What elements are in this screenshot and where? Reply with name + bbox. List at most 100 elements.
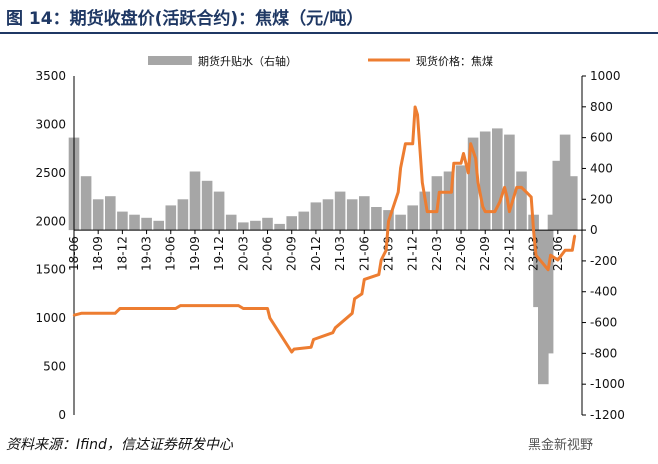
- basis-bar: [479, 131, 491, 231]
- spot-price-point: [331, 331, 334, 334]
- spot-price-point: [467, 171, 470, 175]
- basis-bar: [443, 171, 455, 231]
- spot-price-point: [438, 191, 441, 194]
- spot-price-point: [476, 181, 480, 184]
- spot-price-point: [546, 268, 550, 271]
- x-tick-label: 19-03: [140, 236, 154, 271]
- spot-price-point: [532, 229, 535, 233]
- spot-price-point: [484, 210, 487, 213]
- basis-bar: [346, 199, 358, 231]
- spot-price-point: [426, 210, 429, 213]
- left-tick-label: 0: [58, 408, 66, 422]
- spot-price-point: [549, 254, 552, 257]
- spot-price-point: [452, 162, 455, 165]
- title-bar: 图 14：期货收盘价(活跃合约)：焦煤（元/吨）: [0, 0, 658, 34]
- spot-price-point: [312, 338, 315, 341]
- spot-price-point: [450, 191, 453, 194]
- basis-bar: [492, 128, 503, 231]
- spot-price-point: [462, 152, 465, 155]
- spot-price-series: [72, 105, 577, 354]
- basis-bar: [177, 199, 189, 231]
- spot-price-point: [72, 314, 76, 317]
- spot-price-point: [242, 307, 245, 310]
- spot-price-point: [174, 307, 177, 310]
- right-tick-label: 200: [590, 192, 613, 206]
- x-tick-label: 20-06: [261, 236, 275, 271]
- basis-bar: [165, 205, 177, 231]
- basis-bar: [371, 207, 382, 231]
- spot-price-point: [571, 249, 574, 252]
- x-tick-label: 18-12: [115, 236, 129, 271]
- spot-price-point: [556, 258, 559, 262]
- source-note: 资料来源：Ifind，信达证券研发中心: [6, 437, 233, 453]
- basis-bar: [213, 191, 225, 231]
- right-tick-label: -800: [590, 346, 617, 360]
- x-tick-label: 22-09: [478, 236, 492, 271]
- spot-price-point: [508, 210, 511, 213]
- spot-price-point: [266, 307, 269, 310]
- basis-bar: [274, 223, 285, 231]
- x-tick-label: 21-12: [406, 236, 420, 271]
- left-tick-label: 3000: [35, 117, 66, 131]
- basis-bar: [201, 180, 213, 231]
- spot-price-point: [530, 195, 533, 199]
- basis-bar: [310, 202, 322, 231]
- basis-bar: [359, 196, 370, 231]
- basis-bar: [225, 214, 237, 231]
- right-tick-label: 600: [590, 131, 613, 145]
- left-tick-label: 1000: [35, 311, 66, 325]
- spot-price-point: [334, 326, 337, 329]
- right-tick-label: 400: [590, 161, 613, 175]
- spot-price-point: [534, 254, 538, 257]
- spot-price-point: [80, 312, 83, 315]
- basis-bar: [455, 165, 467, 231]
- spot-price-point: [435, 210, 439, 213]
- basis-bar: [419, 191, 431, 231]
- spot-price-point: [459, 162, 463, 165]
- spot-price-point: [411, 142, 414, 145]
- x-tick-label: 20-12: [309, 236, 323, 271]
- basis-bars: [68, 128, 578, 385]
- right-tick-label: -600: [590, 316, 617, 330]
- spot-price-point: [520, 186, 523, 189]
- spot-price-point: [515, 186, 518, 189]
- spot-price-point: [503, 186, 506, 189]
- basis-bar: [552, 160, 564, 231]
- basis-bar: [467, 137, 479, 231]
- spot-price-point: [563, 249, 567, 252]
- basis-bar: [504, 134, 515, 231]
- x-tick-label: 19-12: [212, 236, 226, 271]
- spot-price-point: [505, 195, 509, 199]
- right-tick-label: 800: [590, 100, 613, 114]
- basis-bar: [559, 134, 571, 231]
- axes: 0500100015002000250030003500-1200-1000-8…: [35, 69, 624, 422]
- spot-price-point: [268, 316, 272, 320]
- basis-bar: [262, 217, 273, 231]
- left-tick-label: 3500: [35, 69, 66, 83]
- spot-price-point: [493, 210, 497, 213]
- basis-bar: [92, 199, 104, 231]
- spot-price-point: [377, 273, 380, 276]
- basis-bar: [395, 214, 406, 231]
- x-tick-label: 19-06: [164, 236, 178, 271]
- spot-price-point: [421, 181, 424, 184]
- spot-price-point: [290, 350, 293, 354]
- spot-price-point: [179, 304, 182, 307]
- spot-price-point: [399, 166, 402, 170]
- x-tick-label: 22-03: [430, 236, 444, 271]
- spot-price-point: [113, 312, 117, 315]
- spot-price-point: [404, 142, 407, 145]
- x-tick-label: 19-09: [188, 236, 202, 271]
- x-tick-label: 20-09: [285, 236, 299, 271]
- basis-bar: [189, 171, 201, 231]
- basis-bar: [516, 171, 527, 231]
- basis-bar: [141, 217, 152, 231]
- basis-bar: [105, 196, 116, 231]
- left-tick-label: 500: [43, 360, 66, 374]
- spot-price-point: [309, 346, 313, 349]
- spot-price-point: [363, 278, 366, 281]
- basis-bar: [334, 191, 346, 231]
- x-tick-label: 22-06: [454, 236, 468, 271]
- spot-price-point: [351, 312, 354, 315]
- spot-price-point: [384, 249, 388, 252]
